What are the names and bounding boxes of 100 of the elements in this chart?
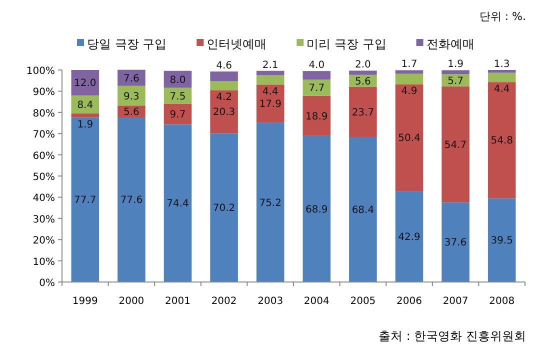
data-label: 4.2 [216,92,232,104]
data-label: 42.9 [398,232,420,244]
bar [71,70,100,96]
bar [488,82,516,198]
bar [118,117,146,282]
bar [118,70,146,86]
data-label: 54.8 [490,136,513,147]
bar [442,74,470,86]
data-label: 68.4 [352,204,374,216]
data-label: 7.5 [170,91,186,102]
data-label: 4.4 [262,86,278,98]
text: 단위 : %. [479,10,526,23]
data-label: 74.4 [166,198,189,210]
bar [71,117,100,282]
x-tick-label: 2004 [304,296,330,307]
data-label: 20.3 [212,107,236,118]
data-label: 68.9 [306,204,328,216]
bar [302,80,331,96]
data-label: 9.7 [170,109,186,120]
data-label: 18.9 [306,111,328,122]
data-label: 2.1 [262,60,278,71]
data-label: 7.6 [123,73,140,84]
data-label: 77.7 [74,195,96,206]
y-tick-label: 30% [32,214,55,226]
x-tick-label: 2008 [489,296,515,307]
bar [349,136,377,282]
x-tick-label: 2001 [165,296,190,307]
bar [256,70,284,76]
source-note: 출처 : 한국영화 진흥위원회 [378,329,526,343]
x-tick-label: 2003 [258,296,284,307]
bar [302,96,331,136]
bar [442,202,470,282]
legend-label: 당일 극장 구입 [87,37,167,51]
y-tick-label: 50% [32,172,55,183]
data-label: 4.4 [494,84,510,96]
bar [71,113,100,118]
bar [210,81,238,90]
bar [164,104,192,124]
data-label: 23.7 [352,107,374,118]
bar [210,133,238,282]
data-label: 50.4 [398,133,420,144]
y-tick-label: 60% [32,150,55,162]
data-label: 1.3 [494,59,510,70]
y-tick-label: 70% [32,130,55,141]
y-tick-label: 100% [26,66,55,77]
data-label: 37.6 [444,238,467,249]
x-tick-label: 2005 [350,296,376,307]
bar [488,72,516,82]
bar [442,86,470,202]
bar [118,86,146,106]
bar [395,84,424,192]
bar [442,70,470,74]
data-label: 4.0 [308,60,325,72]
x-tick-label: 2002 [211,296,237,307]
bar [256,122,284,282]
data-label: 70.2 [212,203,236,214]
bar [210,90,238,134]
bar [488,198,516,282]
bar [395,74,424,84]
data-label: 54.7 [444,140,467,151]
data-label: 7.7 [308,83,325,94]
bar [210,71,238,82]
y-tick-label: 40% [32,193,55,204]
y-tick-label: 20% [32,236,55,247]
x-tick-label: 2007 [442,296,468,307]
y-tick-label: 80% [32,108,55,120]
bar [302,71,331,80]
data-label: 1.7 [401,59,418,70]
data-label: 8.4 [77,100,94,111]
bar [164,124,192,282]
bar [349,70,377,75]
x-tick-label: 2006 [396,296,422,307]
y-tick-label: 10% [32,256,55,268]
data-label: 12.0 [74,78,96,90]
bar [488,70,516,73]
data-label: 4.9 [401,86,418,98]
x-tick-label: 2000 [118,296,144,307]
data-label: 1.9 [77,119,94,130]
y-tick-label: 0% [39,278,55,289]
bar [349,86,377,137]
data-label: 5.6 [354,76,371,88]
data-label: 5.6 [123,107,140,118]
y-tick-label: 90% [32,87,55,98]
data-label: 17.9 [259,99,282,110]
bar [395,191,424,282]
data-label: 75.2 [259,198,282,209]
data-label: 39.5 [490,236,513,247]
bar [302,136,331,282]
bar [256,75,284,85]
data-label: 4.6 [216,60,232,72]
data-label: 9.3 [123,91,140,102]
x-tick-label: 1999 [72,296,98,307]
bar [395,70,424,74]
data-label: 2.0 [354,60,371,71]
legend-label: 미리 극장 구입 [306,37,386,51]
data-label: 1.9 [448,59,464,70]
legend-label: 전화예매 [426,37,474,51]
legend-label: 인터넷예매 [206,37,267,51]
data-label: 5.7 [448,76,464,87]
data-label: 8.0 [170,74,186,86]
